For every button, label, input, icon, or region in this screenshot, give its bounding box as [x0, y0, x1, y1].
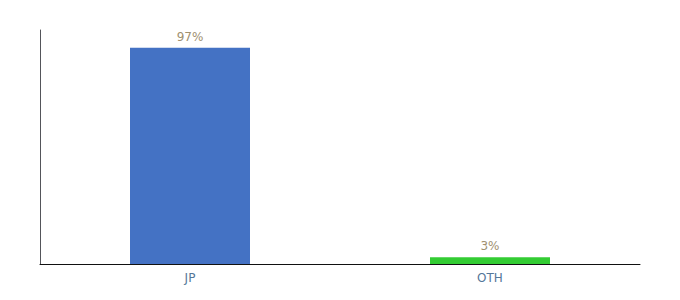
svg-text:3%: 3% — [480, 239, 499, 253]
svg-text:JP: JP — [184, 271, 196, 285]
svg-text:97%: 97% — [177, 30, 204, 44]
svg-text:OTH: OTH — [477, 271, 503, 285]
